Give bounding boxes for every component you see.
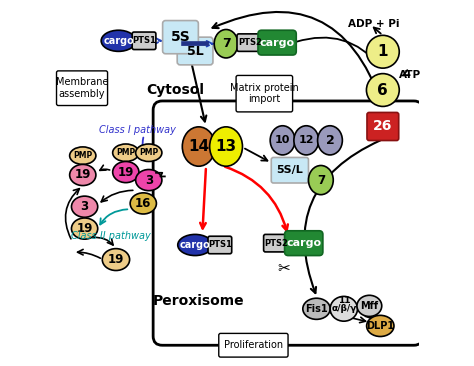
FancyBboxPatch shape	[132, 32, 156, 49]
Text: PTS2: PTS2	[264, 239, 288, 248]
FancyBboxPatch shape	[181, 41, 209, 46]
FancyBboxPatch shape	[284, 231, 323, 255]
FancyBboxPatch shape	[237, 34, 263, 51]
Text: Mff: Mff	[360, 301, 378, 311]
Text: 11: 11	[337, 296, 350, 305]
Text: 19: 19	[108, 253, 124, 266]
Ellipse shape	[366, 315, 394, 336]
Ellipse shape	[72, 196, 98, 217]
Ellipse shape	[130, 193, 156, 214]
Ellipse shape	[102, 249, 129, 270]
FancyBboxPatch shape	[258, 30, 296, 55]
FancyBboxPatch shape	[163, 20, 198, 54]
Text: Matrix protein
import: Matrix protein import	[230, 83, 299, 104]
Text: 2: 2	[326, 134, 334, 147]
Text: 3: 3	[145, 173, 153, 187]
FancyBboxPatch shape	[208, 236, 232, 254]
Ellipse shape	[70, 147, 96, 164]
Ellipse shape	[113, 161, 139, 183]
Text: PTS1: PTS1	[208, 240, 232, 250]
Ellipse shape	[357, 295, 382, 317]
Text: Proliferation: Proliferation	[224, 340, 283, 350]
Text: Membrane
assembly: Membrane assembly	[56, 77, 108, 99]
FancyBboxPatch shape	[367, 112, 399, 141]
Text: 5L: 5L	[187, 45, 203, 57]
Text: 3: 3	[81, 200, 89, 213]
FancyBboxPatch shape	[271, 157, 309, 183]
Text: 19: 19	[74, 168, 91, 182]
Text: PMP: PMP	[73, 151, 92, 160]
Text: PTS1: PTS1	[132, 36, 156, 45]
FancyBboxPatch shape	[177, 37, 213, 65]
Ellipse shape	[70, 164, 96, 186]
Ellipse shape	[214, 30, 238, 58]
Text: cargo: cargo	[180, 240, 210, 250]
Text: α/β/γ: α/β/γ	[331, 304, 356, 313]
Text: PTS2: PTS2	[238, 38, 262, 47]
Text: Peroxisome: Peroxisome	[153, 295, 245, 309]
Text: 13: 13	[216, 139, 237, 154]
Ellipse shape	[210, 127, 243, 166]
Text: cargo: cargo	[103, 36, 134, 46]
Text: PMP: PMP	[139, 148, 158, 157]
Text: Fis1: Fis1	[305, 304, 328, 314]
Text: 14: 14	[188, 139, 210, 154]
Text: Cytosol: Cytosol	[146, 83, 204, 97]
Ellipse shape	[294, 126, 319, 155]
Text: 6: 6	[377, 82, 388, 97]
Ellipse shape	[182, 127, 215, 166]
Text: cargo: cargo	[260, 38, 295, 48]
Ellipse shape	[72, 218, 98, 239]
FancyBboxPatch shape	[56, 71, 108, 105]
Text: 7: 7	[222, 37, 230, 50]
Text: 5S: 5S	[171, 30, 191, 44]
Text: 7: 7	[317, 173, 325, 187]
Text: 16: 16	[135, 197, 152, 210]
Text: 12: 12	[299, 135, 314, 145]
Ellipse shape	[330, 296, 357, 321]
Text: 1: 1	[378, 44, 388, 59]
Text: ATP: ATP	[399, 70, 421, 81]
Text: cargo: cargo	[286, 238, 321, 248]
Ellipse shape	[303, 298, 330, 320]
FancyBboxPatch shape	[236, 75, 292, 112]
Ellipse shape	[136, 144, 162, 161]
Ellipse shape	[270, 126, 295, 155]
Text: 5S/L: 5S/L	[276, 165, 303, 175]
Text: ✂: ✂	[277, 261, 290, 276]
Text: 26: 26	[373, 119, 392, 134]
FancyBboxPatch shape	[219, 333, 288, 357]
Ellipse shape	[113, 144, 139, 161]
Text: 19: 19	[76, 222, 93, 235]
Text: 19: 19	[118, 165, 134, 179]
Ellipse shape	[178, 234, 212, 255]
Text: PMP: PMP	[116, 148, 136, 157]
Text: Class I pathway: Class I pathway	[100, 125, 176, 135]
Ellipse shape	[366, 74, 399, 107]
Text: ADP + Pi: ADP + Pi	[348, 19, 400, 29]
FancyBboxPatch shape	[264, 234, 288, 252]
Text: Class II pathway: Class II pathway	[71, 231, 151, 241]
Ellipse shape	[366, 36, 399, 68]
Ellipse shape	[318, 126, 342, 155]
Ellipse shape	[136, 169, 162, 191]
Ellipse shape	[101, 30, 136, 51]
Text: DLP1: DLP1	[366, 321, 394, 331]
Text: 10: 10	[275, 135, 290, 145]
Ellipse shape	[309, 165, 333, 195]
